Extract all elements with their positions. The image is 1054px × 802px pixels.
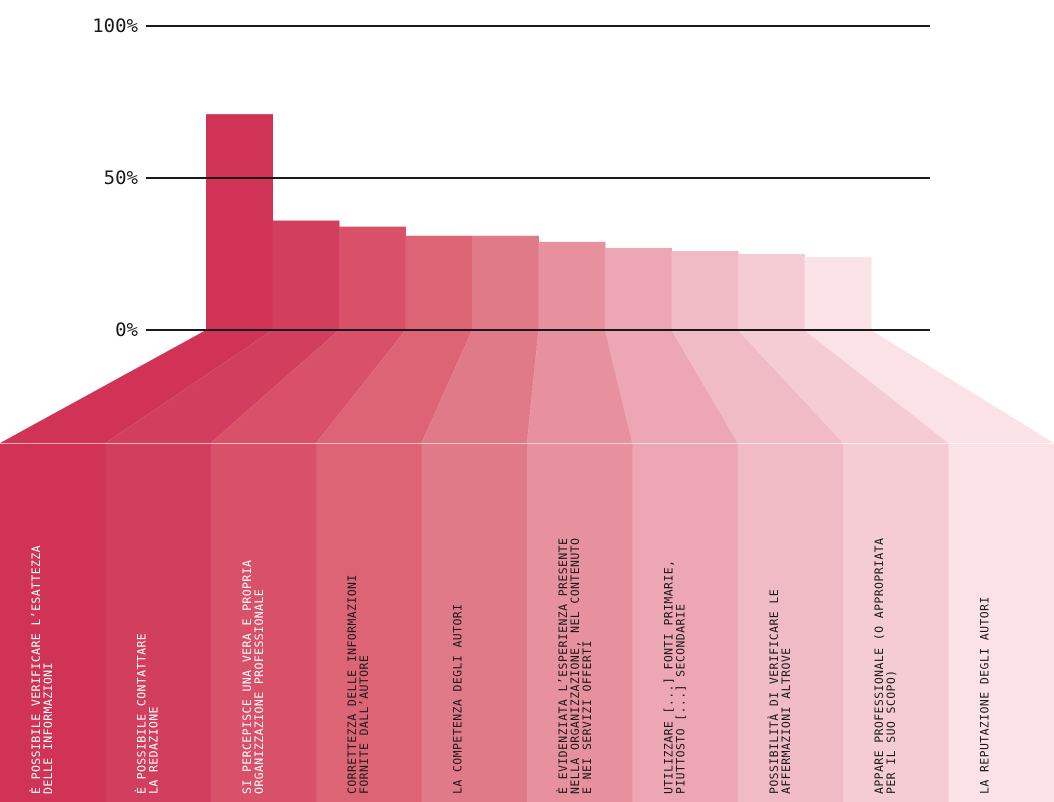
bar [272,220,340,330]
category-label: È POSSIBILE CONTATTARELA REDAZIONE [133,633,160,794]
category-panel [948,443,1054,802]
bar [538,241,606,330]
category-label: LA COMPETENZA DEGLI AUTORI [451,604,465,794]
category-panel [105,443,212,802]
y-tick-label: 50% [104,167,139,189]
bar [405,235,473,330]
category-panel [527,443,633,802]
projection-band [738,330,949,443]
category-label: APPARE PROFESSIONALE (O APPROPRIATAPER I… [872,538,898,794]
projection-band [605,330,738,443]
y-tick-labels: 0% 50% 100% [92,15,138,341]
bar [804,257,872,330]
y-tick-label: 100% [92,15,138,37]
category-label: UTILIZZARE [...] FONTI PRIMARIE,PIUTTOST… [661,560,687,794]
category-label: POSSIBILITÀ DI VERIFICARE LEAFFERMAZIONI… [766,589,793,794]
category-panel [316,443,423,802]
category-label: È EVIDENZIATA L’ESPERIENZA PRESENTENELLA… [555,538,594,794]
bar [605,247,672,330]
bar [206,114,273,330]
bars [206,114,872,330]
category-label: SI PERCEPISCE UNA VERA E PROPRIAORGANIZZ… [240,560,266,794]
category-label: CORRETTEZZA DELLE INFORMAZIONIFORNITE DA… [345,574,371,794]
projection-band [671,330,844,443]
y-tick-label: 0% [115,319,138,341]
projection-band [105,330,340,443]
category-panel [0,443,106,802]
projection-bands [0,330,1054,443]
category-panels [0,443,1054,802]
projection-band [316,330,472,443]
projection-band [210,330,406,443]
bar [339,226,406,330]
category-panel [210,443,317,802]
bar [738,254,805,330]
category-panel [843,443,950,802]
category-panel [737,443,844,802]
bar [472,235,539,330]
category-panel [632,443,739,802]
bar [671,250,739,330]
category-panel [421,443,528,802]
projection-band [0,330,273,443]
projection-band [527,330,633,443]
category-labels: È POSSIBILE VERIFICARE L’ESATTEZZADELLE … [28,538,992,794]
category-label: LA REPUTAZIONE DEGLI AUTORI [978,596,992,794]
projection-band [421,330,539,443]
gridlines [146,25,930,331]
category-label: È POSSIBILE VERIFICARE L’ESATTEZZADELLE … [28,545,55,794]
projection-band [804,330,1054,443]
